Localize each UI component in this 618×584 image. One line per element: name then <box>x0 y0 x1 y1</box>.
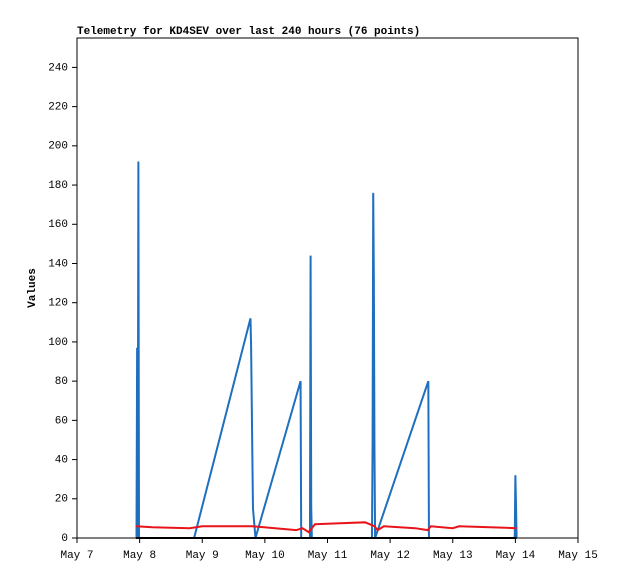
data-line <box>135 521 517 534</box>
plot-frame <box>76 37 579 539</box>
y-tick-label: 100 <box>48 337 68 349</box>
chart-title: Telemetry for KD4SEV over last 240 hours… <box>77 26 420 38</box>
y-tick-label: 240 <box>48 62 68 74</box>
x-tick-label: May 11 <box>308 550 348 562</box>
y-tick-label: 180 <box>48 180 68 192</box>
y-tick-label: 220 <box>48 102 68 114</box>
x-tick-label: May 7 <box>60 550 93 562</box>
y-tick-label: 0 <box>61 533 68 545</box>
y-axis-label: Values <box>27 268 39 308</box>
x-tick-label: May 14 <box>496 550 536 562</box>
y-tick-label: 140 <box>48 258 68 270</box>
y-tick-label: 60 <box>55 415 68 427</box>
x-tick-label: May 13 <box>433 550 473 562</box>
y-tick-label: 80 <box>55 376 68 388</box>
x-tick-label: May 15 <box>558 550 598 562</box>
y-tick-label: 20 <box>55 494 68 506</box>
y-tick-label: 160 <box>48 219 68 231</box>
x-tick-label: May 9 <box>186 550 219 562</box>
x-tick-label: May 10 <box>245 550 285 562</box>
x-tick-label: May 8 <box>123 550 156 562</box>
y-tick-label: 200 <box>48 141 68 153</box>
y-tick-label: 40 <box>55 454 68 466</box>
data-line <box>135 161 518 539</box>
x-tick-label: May 12 <box>370 550 410 562</box>
y-tick-label: 120 <box>48 298 68 310</box>
